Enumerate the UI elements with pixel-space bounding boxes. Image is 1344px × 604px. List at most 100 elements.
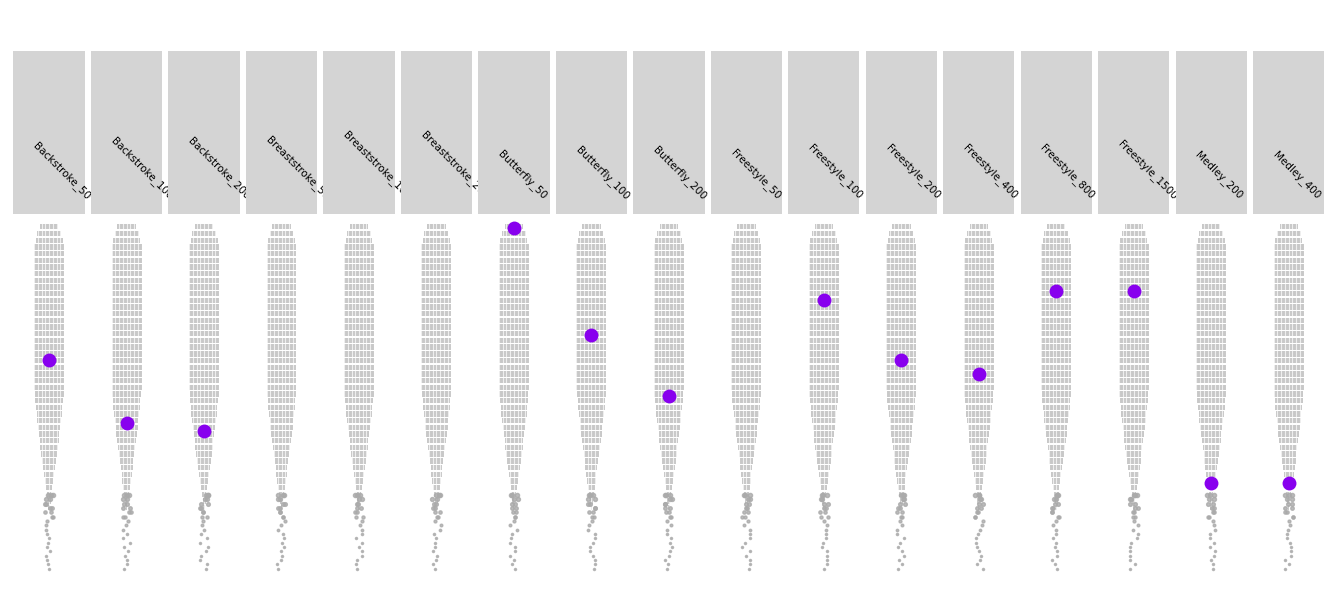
Bar xyxy=(886,271,917,276)
Bar xyxy=(655,265,684,269)
Bar xyxy=(966,411,992,417)
Bar xyxy=(1120,391,1148,397)
Bar xyxy=(1198,398,1226,403)
Bar xyxy=(1046,431,1067,437)
Bar xyxy=(34,244,65,249)
Bar xyxy=(577,284,606,290)
Bar xyxy=(422,351,452,356)
Bar xyxy=(809,291,839,297)
Bar xyxy=(266,271,297,276)
Bar xyxy=(355,478,363,484)
Bar xyxy=(809,298,839,303)
Bar xyxy=(344,298,374,303)
Bar xyxy=(1042,365,1071,370)
Bar xyxy=(1128,465,1140,470)
Bar xyxy=(1196,284,1226,290)
Bar xyxy=(581,425,602,430)
Bar xyxy=(589,492,594,497)
Bar xyxy=(1282,465,1294,470)
Bar xyxy=(198,458,211,463)
Bar xyxy=(964,251,993,256)
Bar xyxy=(422,365,452,370)
Bar xyxy=(814,224,833,230)
Bar xyxy=(1044,411,1068,417)
Bar xyxy=(973,465,985,470)
Bar xyxy=(344,365,374,370)
Bar xyxy=(656,237,683,243)
Bar xyxy=(344,284,374,290)
Bar xyxy=(353,472,364,477)
Bar xyxy=(504,431,524,437)
Bar xyxy=(1118,351,1149,356)
Bar xyxy=(499,351,530,356)
Bar xyxy=(577,311,606,316)
Bar xyxy=(499,284,530,290)
Bar xyxy=(112,358,141,363)
Bar xyxy=(112,304,141,310)
Bar xyxy=(1042,298,1071,303)
Bar xyxy=(112,284,141,290)
Bar xyxy=(266,331,297,336)
Bar xyxy=(745,492,749,497)
Bar xyxy=(1196,318,1226,323)
Bar xyxy=(274,451,289,457)
Bar xyxy=(577,298,606,303)
Bar xyxy=(1124,431,1144,437)
Bar xyxy=(886,344,917,350)
Bar xyxy=(1285,485,1292,490)
Bar xyxy=(731,324,761,330)
Bar xyxy=(423,237,450,243)
Bar xyxy=(1118,331,1149,336)
Bar xyxy=(344,265,374,269)
Bar xyxy=(1042,244,1071,249)
Bar xyxy=(42,458,56,463)
Bar xyxy=(586,472,597,477)
Bar xyxy=(743,485,750,490)
Bar xyxy=(199,472,210,477)
Bar xyxy=(277,472,286,477)
Bar xyxy=(964,298,993,303)
Bar xyxy=(655,365,684,370)
Bar xyxy=(895,458,909,463)
Bar xyxy=(191,411,216,417)
Bar xyxy=(505,224,523,230)
Bar xyxy=(274,458,289,463)
Bar xyxy=(270,425,293,430)
Bar xyxy=(422,311,452,316)
Bar xyxy=(731,358,761,363)
Bar xyxy=(266,385,297,390)
Bar xyxy=(809,284,839,290)
Bar xyxy=(190,291,219,297)
Bar xyxy=(1126,451,1141,457)
Bar xyxy=(1274,244,1304,249)
Bar xyxy=(499,304,530,310)
Bar xyxy=(200,478,208,484)
Bar xyxy=(430,458,444,463)
Bar xyxy=(190,371,219,377)
Bar xyxy=(351,451,367,457)
Bar xyxy=(657,425,680,430)
Bar xyxy=(112,365,141,370)
Bar xyxy=(1196,385,1226,390)
Bar xyxy=(281,505,282,510)
Bar xyxy=(427,438,446,443)
Bar xyxy=(965,398,993,403)
Bar xyxy=(821,492,827,497)
Text: Breaststroke_100: Breaststroke_100 xyxy=(341,129,413,201)
Bar xyxy=(499,265,530,269)
Bar xyxy=(731,304,761,310)
Bar xyxy=(972,458,985,463)
Bar xyxy=(809,371,839,377)
Text: Breaststroke_200: Breaststroke_200 xyxy=(418,129,491,201)
Bar xyxy=(499,257,530,263)
Bar xyxy=(190,278,219,283)
Bar xyxy=(269,405,294,410)
Bar xyxy=(1196,351,1226,356)
Bar xyxy=(582,224,601,230)
Bar xyxy=(35,237,63,243)
Bar xyxy=(425,231,449,236)
Bar xyxy=(976,485,982,490)
Bar xyxy=(1130,478,1138,484)
Bar xyxy=(35,391,63,397)
Bar xyxy=(1043,398,1070,403)
